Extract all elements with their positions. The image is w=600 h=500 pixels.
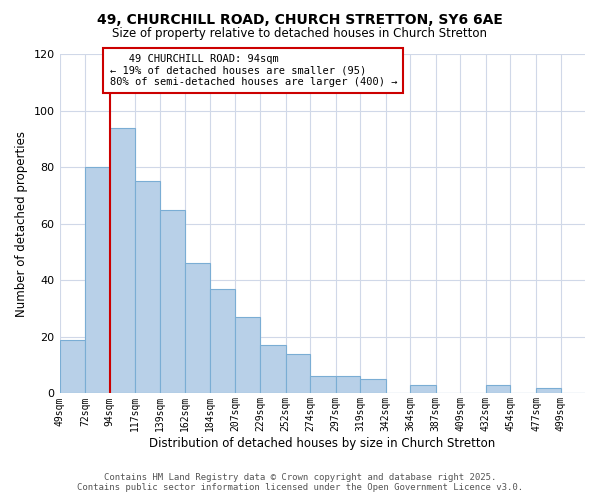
Bar (310, 376, 335, 394)
Bar (59, 340, 85, 394)
Y-axis label: Number of detached properties: Number of detached properties (15, 130, 28, 316)
Bar (160, 210, 185, 394)
Bar (486, 385, 511, 394)
Bar (536, 388, 560, 394)
Bar (335, 376, 360, 394)
Bar (286, 354, 310, 394)
Bar (85, 167, 110, 394)
Text: 49, CHURCHILL ROAD, CHURCH STRETTON, SY6 6AE: 49, CHURCHILL ROAD, CHURCH STRETTON, SY6… (97, 12, 503, 26)
Bar (410, 385, 436, 394)
Text: Contains HM Land Registry data © Crown copyright and database right 2025.
Contai: Contains HM Land Registry data © Crown c… (77, 473, 523, 492)
Bar (185, 264, 210, 394)
Text: Size of property relative to detached houses in Church Stretton: Size of property relative to detached ho… (113, 28, 487, 40)
Bar (135, 182, 160, 394)
Bar (260, 346, 286, 394)
Bar (210, 289, 235, 394)
Text: 49 CHURCHILL ROAD: 94sqm
← 19% of detached houses are smaller (95)
80% of semi-d: 49 CHURCHILL ROAD: 94sqm ← 19% of detach… (110, 54, 397, 87)
Bar (110, 128, 135, 394)
X-axis label: Distribution of detached houses by size in Church Stretton: Distribution of detached houses by size … (149, 437, 496, 450)
Bar (360, 380, 386, 394)
Bar (235, 317, 260, 394)
